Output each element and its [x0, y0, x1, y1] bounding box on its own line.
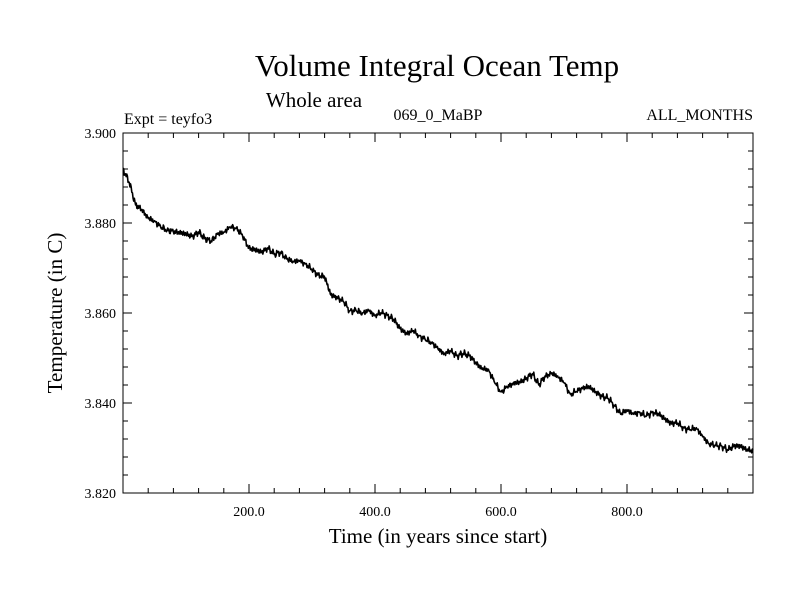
plot-frame: [122, 132, 754, 494]
x-tick-label: 800.0: [611, 505, 643, 520]
y-tick-labels: 3.820 3.840 3.860 3.880 3.900: [85, 127, 117, 502]
header-period: 069_0_MaBP: [394, 107, 483, 124]
x-tick-labels: 200.0 400.0 600.0 800.0: [233, 505, 643, 520]
x-tick-label: 200.0: [233, 505, 265, 520]
y-tick-label: 3.900: [85, 127, 117, 142]
header-experiment: Expt = teyfo3: [124, 111, 212, 128]
x-tick-label: 600.0: [485, 505, 517, 520]
series-line: [122, 167, 754, 454]
chart-subtitle: Whole area: [266, 88, 363, 112]
x-tick-label: 400.0: [359, 505, 391, 520]
y-tick-label: 3.840: [85, 397, 117, 412]
y-axis-label: Temperature (in C): [43, 233, 67, 394]
x-axis-label: Time (in years since start): [329, 524, 548, 548]
header-months: ALL_MONTHS: [646, 107, 753, 124]
axis-ticks: [123, 132, 753, 494]
y-tick-label: 3.820: [85, 487, 117, 502]
chart-title: Volume Integral Ocean Temp: [255, 48, 619, 83]
y-tick-label: 3.880: [85, 217, 117, 232]
y-tick-label: 3.860: [85, 307, 117, 322]
